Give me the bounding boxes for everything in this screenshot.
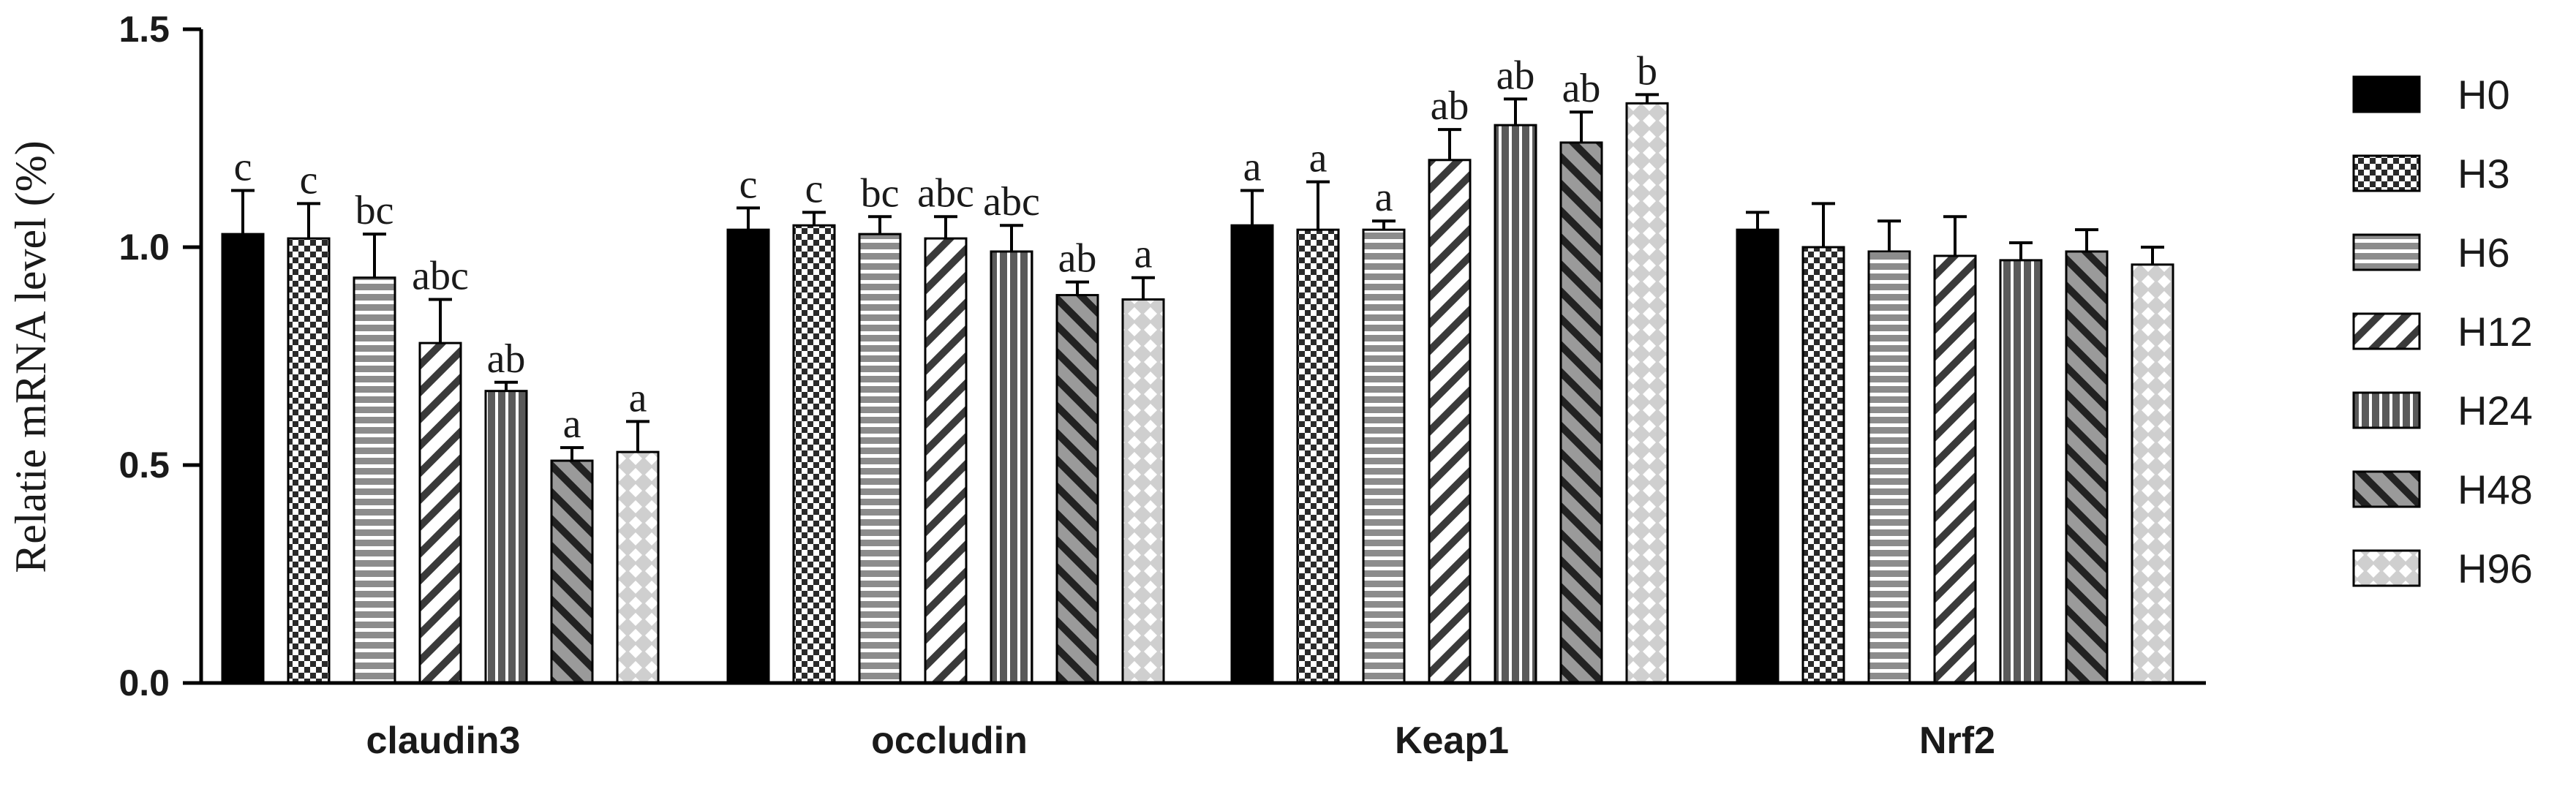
significance-letter: a xyxy=(563,401,581,447)
legend-label: H96 xyxy=(2458,545,2533,592)
significance-letter: a xyxy=(1375,175,1393,220)
bar-H96-occludin xyxy=(1121,298,1165,684)
significance-letter: ab xyxy=(1058,236,1097,282)
legend: H0 H3 H6 H12 H24 H48 H96 xyxy=(2352,72,2533,592)
significance-letter: ab xyxy=(487,336,526,382)
bar-H24-occludin xyxy=(990,250,1033,684)
significance-letter: a xyxy=(629,375,647,420)
bar-H12-claudin3 xyxy=(418,341,462,684)
significance-letter: c xyxy=(739,162,758,207)
legend-label: H3 xyxy=(2458,151,2510,197)
legend-label: H0 xyxy=(2458,72,2510,118)
y-tick-label: 1.5 xyxy=(118,9,170,50)
bar-H0-Nrf2 xyxy=(1736,228,1780,684)
legend-swatch-H24 xyxy=(2352,391,2421,429)
bar-H24-Nrf2 xyxy=(1999,259,2043,684)
legend-swatch-H48 xyxy=(2352,470,2421,508)
significance-letter: ab xyxy=(1496,53,1535,98)
bar-H96-Nrf2 xyxy=(2131,263,2174,684)
significance-letter: ab xyxy=(1431,83,1469,129)
bar-H24-claudin3 xyxy=(484,390,528,684)
bar-H6-Keap1 xyxy=(1362,228,1406,684)
significance-letter: a xyxy=(1309,136,1327,181)
significance-letter: a xyxy=(1134,232,1153,277)
y-tick-label: 0.5 xyxy=(118,445,170,486)
significance-letter: c xyxy=(805,166,824,211)
bar-H3-occludin xyxy=(792,224,836,684)
legend-label: H6 xyxy=(2458,230,2510,276)
legend-label: H12 xyxy=(2458,309,2533,355)
x-tick-label: Nrf2 xyxy=(1919,720,1995,762)
bar-H0-claudin3 xyxy=(221,233,265,684)
y-tick-label: 1.0 xyxy=(118,227,170,268)
significance-letter: c xyxy=(234,145,252,190)
bar-H12-Keap1 xyxy=(1428,159,1472,684)
legend-label: H48 xyxy=(2458,467,2533,513)
legend-swatch-H3 xyxy=(2352,154,2421,192)
x-tick-label: Keap1 xyxy=(1395,720,1509,762)
bar-H48-Nrf2 xyxy=(2065,250,2109,684)
bar-H12-Nrf2 xyxy=(1933,254,1977,684)
bar-H3-Keap1 xyxy=(1296,228,1340,684)
x-tick-label: occludin xyxy=(871,720,1028,762)
bar-H6-Nrf2 xyxy=(1867,250,1911,684)
legend-swatch-H12 xyxy=(2352,312,2421,350)
legend-swatch-H96 xyxy=(2352,549,2421,587)
significance-letter: c xyxy=(300,157,318,203)
significance-letter: abc xyxy=(412,254,469,299)
bar-H96-claudin3 xyxy=(616,450,660,684)
significance-letter: abc xyxy=(917,170,974,216)
bar-H0-Keap1 xyxy=(1230,224,1274,684)
bar-H6-occludin xyxy=(858,233,902,684)
significance-letter: abc xyxy=(983,179,1040,224)
bar-H6-claudin3 xyxy=(353,276,396,684)
bar-H24-Keap1 xyxy=(1494,124,1537,684)
bar-H3-claudin3 xyxy=(287,237,331,684)
y-axis-label: Relatie mRNA level (%) xyxy=(7,140,55,573)
significance-letter: ab xyxy=(1562,66,1601,111)
bar-H3-Nrf2 xyxy=(1801,246,1845,684)
bar-H48-occludin xyxy=(1055,294,1099,684)
significance-letter: a xyxy=(1243,145,1262,190)
y-tick-label: 0.0 xyxy=(118,662,170,703)
legend-label: H24 xyxy=(2458,388,2533,434)
x-axis-ticks: claudin3 occludin Keap1 Nrf2 xyxy=(366,720,1995,762)
legend-swatch-H6 xyxy=(2352,233,2421,271)
legend-swatch-H0 xyxy=(2352,75,2421,113)
x-tick-label: claudin3 xyxy=(366,720,521,762)
significance-letter: bc xyxy=(861,170,900,216)
bar-H12-occludin xyxy=(924,237,968,684)
bar-H0-occludin xyxy=(726,228,770,684)
significance-letter: b xyxy=(1637,48,1657,94)
y-axis-ticks: 0.0 0.5 1.0 1.5 xyxy=(118,9,201,703)
bar-H96-Keap1 xyxy=(1625,102,1669,684)
significance-letter: bc xyxy=(355,188,394,233)
bar-H48-claudin3 xyxy=(550,459,594,684)
bar-H48-Keap1 xyxy=(1559,141,1603,684)
